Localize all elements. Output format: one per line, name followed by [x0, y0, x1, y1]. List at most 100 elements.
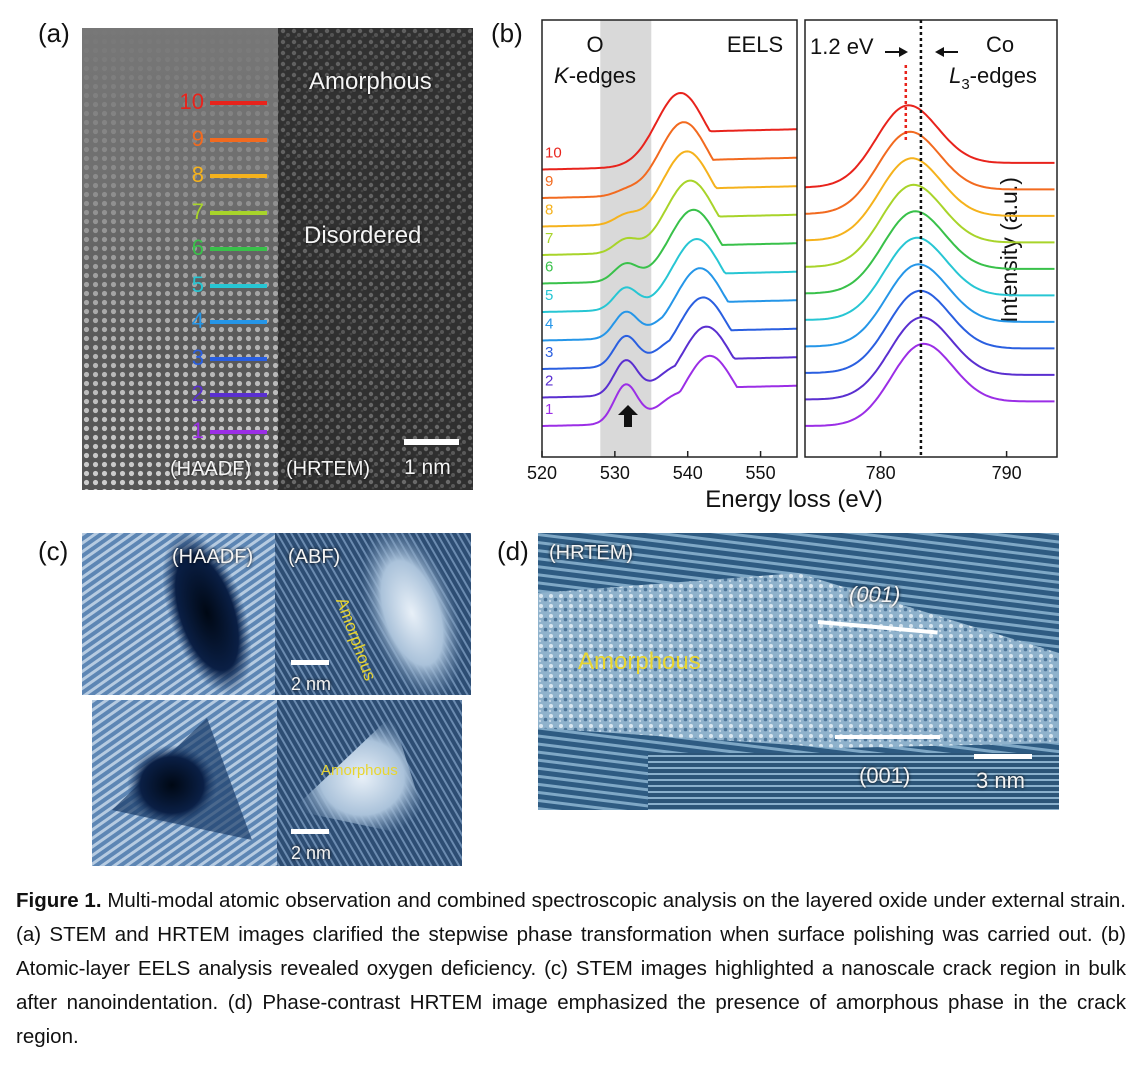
panel-d-micrograph — [538, 533, 1059, 810]
scale-bar-label: 1 nm — [404, 456, 451, 479]
panel-c-bottom-images — [92, 700, 462, 866]
co-l3-edge-curve-4 — [805, 263, 1055, 348]
layer-number-6: 6 — [191, 235, 204, 260]
curve-label-4: 4 — [545, 316, 553, 333]
o-k-edge-curve-6 — [542, 208, 797, 285]
d-scale-label: 3 nm — [976, 768, 1025, 793]
curve-label-2: 2 — [545, 373, 553, 390]
c-amorphous-label-2: Amorphous — [321, 762, 398, 779]
o-k-edge-curve-2 — [542, 325, 797, 399]
co-title-line2: L3-edges — [949, 63, 1037, 93]
co-l3-edge-curve-1 — [805, 342, 1055, 427]
layer-line-1 — [210, 429, 267, 434]
d-amorphous-label: Amorphous — [578, 648, 701, 675]
curve-label-8: 8 — [545, 202, 553, 219]
figure-caption: Figure 1. Multi-modal atomic observation… — [16, 884, 1126, 1054]
o-k-edge-curve-8 — [542, 150, 797, 228]
d-plane-bottom-line — [835, 735, 940, 739]
layer-number-9: 9 — [191, 125, 204, 151]
layer-number-8: 8 — [191, 162, 204, 187]
o-title-line2: K-edges — [554, 63, 636, 88]
caption-bold: Figure 1. — [16, 889, 102, 912]
c-abf-tag: (ABF) — [288, 546, 341, 568]
layer-number-4: 4 — [191, 308, 204, 333]
curve-label-7: 7 — [545, 230, 553, 247]
eels-title: EELS — [727, 32, 783, 57]
c-haadf-tag: (HAADF) — [172, 546, 254, 568]
disordered-label: Disordered — [304, 222, 422, 249]
o-k-edge-curve-7 — [542, 179, 797, 256]
o-k-edge-curve-1 — [542, 354, 797, 427]
o-k-frame — [541, 19, 798, 458]
amorphous-label: Amorphous — [309, 68, 432, 95]
shift-label: 1.2 eV — [810, 34, 874, 59]
eels-chart: Intensity (a.u.) Energy loss (eV) 10 9 8 7 6… — [527, 19, 1058, 513]
co-l3-edge-curve-7 — [805, 183, 1055, 268]
layer-line-6 — [210, 247, 267, 251]
layer-line-4 — [210, 320, 267, 324]
d-plane-top-label: (001) — [849, 582, 901, 607]
panel-a-micrograph — [82, 28, 473, 490]
c-scale-bar-2 — [291, 829, 329, 834]
panel-b-label: (b) — [491, 18, 523, 48]
c-scale-label-2: 2 nm — [291, 843, 332, 863]
layer-number-2: 2 — [191, 381, 204, 406]
co-l3-frame — [804, 19, 1058, 458]
co-l3-edge-curve-9 — [805, 130, 1055, 215]
co-l3-edge-curve-8 — [804, 157, 1055, 242]
y-axis-label: Intensity (a.u.) — [996, 177, 1022, 323]
layer-line-2 — [210, 393, 267, 397]
panel-d-label: (d) — [497, 536, 529, 566]
layer-line-5 — [210, 283, 267, 288]
layer-line-8 — [210, 174, 267, 178]
curve-label-1: 1 — [545, 401, 553, 418]
curve-label-6: 6 — [545, 259, 553, 276]
o-k-edge-curve-9 — [542, 121, 797, 199]
shift-arrowhead-left — [899, 47, 908, 57]
o-k-edge-curve-3 — [542, 296, 797, 370]
c-scale-bar-1 — [291, 660, 329, 665]
co-l3-edge-curve-6 — [804, 210, 1055, 295]
layer-number-1: 1 — [191, 417, 204, 443]
co-title-line1: Co — [986, 32, 1014, 57]
tick-label-540: 540 — [673, 463, 703, 483]
pre-edge-arrow — [618, 405, 638, 427]
curve-label-10: 10 — [545, 145, 562, 162]
layer-line-9 — [210, 137, 267, 142]
o-k-edge-curve-5 — [542, 237, 797, 313]
d-scale-bar — [974, 754, 1032, 759]
tick-label-550: 550 — [746, 463, 776, 483]
tick-label-520: 520 — [527, 463, 557, 483]
co-l3-edge-curve-3 — [805, 289, 1055, 374]
hrtem-tag: (HRTEM) — [286, 458, 371, 480]
c-scale-label-1: 2 nm — [291, 674, 332, 694]
panel-c-top-images — [82, 533, 471, 695]
tick-label-530: 530 — [600, 463, 630, 483]
layer-number-10: 10 — [179, 89, 204, 114]
o-k-edge-curve-4 — [542, 267, 797, 342]
scale-bar — [404, 439, 459, 445]
curve-label-9: 9 — [545, 173, 553, 190]
co-l3-edge-curve-2 — [805, 316, 1055, 401]
layer-line-10 — [210, 101, 267, 105]
layer-line-7 — [210, 210, 267, 215]
haadf-tag: (HAADF) — [170, 458, 252, 480]
co-l3-edge-curve-5 — [804, 236, 1055, 321]
co-l3-edge-curve-10 — [804, 104, 1055, 189]
panel-a-label: (a) — [38, 18, 70, 48]
o-k-edge-curve-10 — [542, 91, 797, 171]
x-axis-label: Energy loss (eV) — [705, 486, 882, 513]
shift-arrowhead-right — [935, 47, 944, 57]
layer-line-3 — [210, 356, 267, 361]
tick-label-790: 790 — [992, 463, 1022, 483]
tick-label-780: 780 — [866, 463, 896, 483]
panel-c-label: (c) — [38, 536, 69, 566]
caption-text: Multi-modal atomic observation and combi… — [16, 889, 1126, 1048]
d-hrtem-tag: (HRTEM) — [549, 542, 634, 564]
layer-number-7: 7 — [191, 198, 204, 224]
curve-label-3: 3 — [545, 344, 553, 361]
d-plane-bottom-label: (001) — [859, 763, 911, 788]
o-title-line1: O — [586, 32, 603, 57]
layer-number-5: 5 — [191, 271, 204, 297]
curve-label-5: 5 — [545, 287, 553, 304]
